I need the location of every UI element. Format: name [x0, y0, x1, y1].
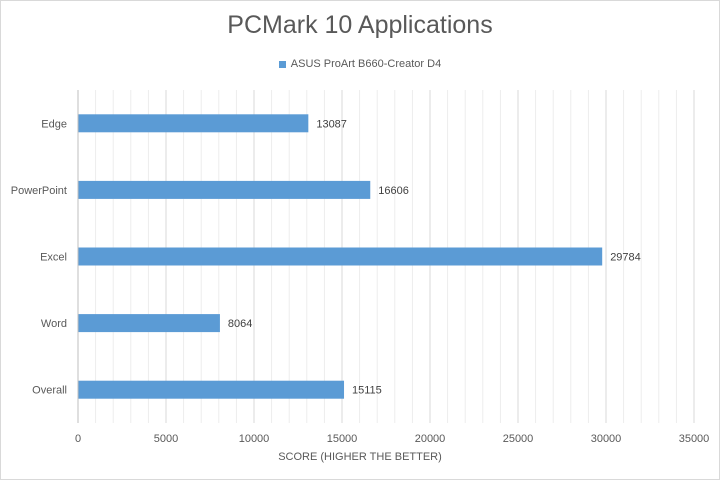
x-tick-label: 35000	[679, 433, 710, 445]
chart-title: PCMark 10 Applications	[227, 11, 493, 39]
bar-word	[78, 314, 220, 333]
x-tick-label: 25000	[503, 433, 534, 445]
legend-label: ASUS ProArt B660-Creator D4	[290, 58, 442, 70]
data-label: 29784	[610, 252, 641, 264]
data-label: 8064	[228, 318, 252, 330]
data-label: 15115	[352, 385, 382, 397]
data-label: 16606	[378, 185, 409, 197]
category-label: Edge	[41, 118, 67, 130]
legend-swatch	[278, 60, 286, 68]
bar-edge	[78, 114, 309, 133]
x-tick-label: 0	[75, 433, 81, 445]
bar-overall	[78, 380, 345, 399]
category-label: Word	[41, 318, 67, 330]
category-label: PowerPoint	[11, 185, 67, 197]
bar-powerpoint	[78, 180, 371, 199]
legend: ASUS ProArt B660-Creator D4	[1, 58, 719, 70]
x-tick-label: 30000	[591, 433, 622, 445]
data-label: 13087	[316, 118, 347, 130]
category-label: Excel	[40, 252, 67, 264]
x-tick-label: 5000	[154, 433, 178, 445]
category-label: Overall	[32, 385, 67, 397]
x-axis-title: SCORE (HIGHER THE BETTER)	[278, 451, 442, 463]
x-tick-label: 15000	[327, 433, 358, 445]
x-tick-label: 20000	[415, 433, 446, 445]
bar-excel	[78, 247, 603, 266]
x-tick-label: 10000	[239, 433, 270, 445]
